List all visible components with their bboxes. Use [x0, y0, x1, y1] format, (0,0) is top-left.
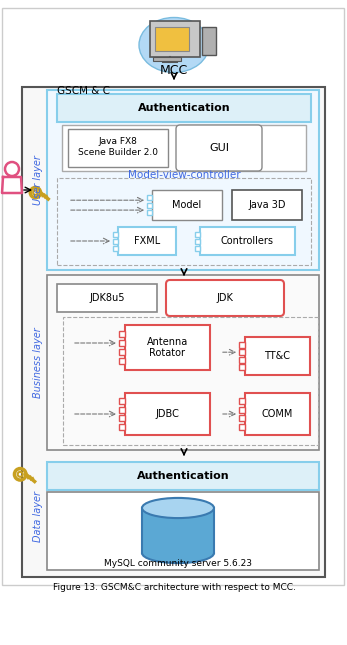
Bar: [239, 357, 245, 362]
Bar: [119, 424, 125, 430]
Text: COMM: COMM: [262, 409, 293, 419]
Text: GSCM & C: GSCM & C: [57, 86, 110, 96]
Bar: [150, 21, 200, 57]
Bar: [195, 246, 200, 250]
Bar: [125, 393, 210, 435]
Text: FXML: FXML: [134, 236, 160, 246]
Text: Authentication: Authentication: [137, 471, 229, 481]
Bar: [239, 407, 245, 413]
Text: Figure 13. GSCM&C architecture with respect to MCC.: Figure 13. GSCM&C architecture with resp…: [52, 584, 295, 593]
Text: MySQL community server 5.6.23: MySQL community server 5.6.23: [104, 559, 252, 568]
Text: JDK8u5: JDK8u5: [89, 293, 125, 303]
Bar: [2, 8, 344, 585]
Bar: [63, 317, 318, 445]
Text: MCC: MCC: [160, 64, 188, 77]
Text: TT&C: TT&C: [264, 351, 290, 361]
Text: Model-view-controller: Model-view-controller: [128, 170, 240, 180]
Bar: [119, 399, 125, 404]
FancyBboxPatch shape: [166, 280, 284, 316]
Text: Data layer: Data layer: [33, 491, 43, 542]
Bar: [239, 399, 245, 404]
Bar: [113, 232, 118, 237]
Text: JDK: JDK: [217, 293, 234, 303]
Bar: [119, 349, 125, 355]
Bar: [68, 129, 168, 167]
Bar: [147, 195, 152, 200]
Bar: [57, 94, 311, 122]
Text: GUI: GUI: [209, 143, 229, 153]
Text: Java FX8
Scene Builder 2.0: Java FX8 Scene Builder 2.0: [78, 137, 158, 157]
Text: User layer: User layer: [33, 155, 43, 205]
Bar: [245, 393, 310, 435]
Bar: [155, 27, 189, 51]
Bar: [239, 342, 245, 348]
Bar: [153, 57, 181, 61]
Bar: [47, 492, 319, 570]
Text: Model: Model: [172, 200, 202, 210]
Bar: [239, 415, 245, 421]
Bar: [47, 275, 319, 450]
Bar: [142, 508, 214, 553]
Bar: [47, 90, 319, 270]
Bar: [119, 340, 125, 346]
Bar: [195, 239, 200, 244]
Text: Java 3D: Java 3D: [248, 200, 286, 210]
FancyBboxPatch shape: [176, 125, 262, 171]
Bar: [57, 178, 311, 265]
Bar: [113, 239, 118, 244]
Bar: [232, 190, 302, 220]
Bar: [62, 125, 306, 171]
Bar: [119, 358, 125, 364]
Bar: [239, 349, 245, 355]
Text: JDBC: JDBC: [155, 409, 179, 419]
Bar: [195, 232, 200, 237]
Text: Controllers: Controllers: [221, 236, 274, 246]
Ellipse shape: [139, 17, 209, 72]
Bar: [202, 27, 216, 55]
Bar: [118, 227, 176, 255]
Text: Business layer: Business layer: [33, 328, 43, 399]
Bar: [200, 227, 295, 255]
Bar: [125, 325, 210, 370]
Ellipse shape: [142, 498, 214, 518]
Ellipse shape: [142, 543, 214, 563]
Bar: [147, 210, 152, 215]
Bar: [152, 190, 222, 220]
Bar: [119, 407, 125, 413]
Bar: [57, 284, 157, 312]
Text: Antenna
Rotator: Antenna Rotator: [147, 337, 188, 359]
Bar: [239, 364, 245, 370]
Bar: [119, 415, 125, 421]
Bar: [113, 246, 118, 250]
Bar: [239, 424, 245, 430]
Bar: [245, 337, 310, 375]
Bar: [119, 331, 125, 337]
Bar: [47, 462, 319, 490]
Bar: [22, 87, 325, 577]
Bar: [147, 203, 152, 208]
Text: Authentication: Authentication: [138, 103, 230, 113]
